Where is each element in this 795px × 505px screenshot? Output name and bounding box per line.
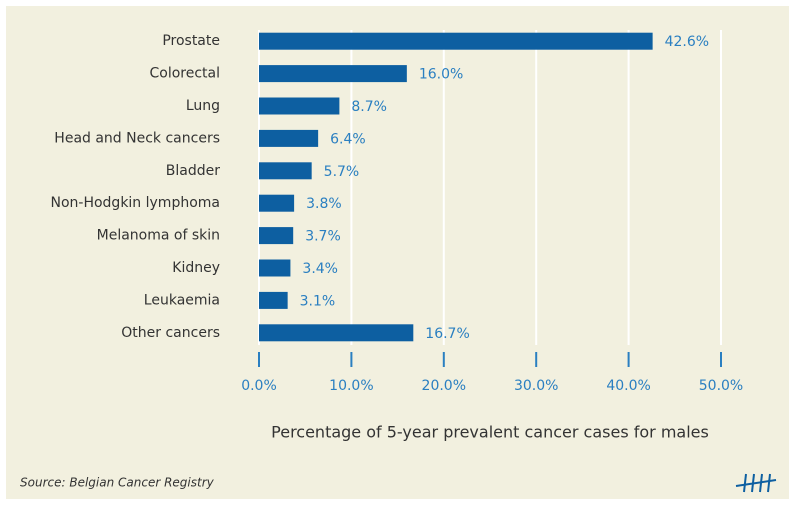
value-label: 16.7% [425, 326, 469, 342]
bar [259, 162, 312, 180]
background [6, 6, 789, 499]
bar [259, 32, 653, 50]
y-tick-label: Prostate [162, 33, 220, 49]
bar [259, 97, 340, 115]
bar [259, 324, 414, 342]
x-tick-label: 30.0% [514, 378, 558, 394]
value-label: 3.7% [305, 229, 341, 245]
value-label: 6.4% [330, 131, 366, 147]
bar [259, 227, 294, 245]
y-tick-label: Melanoma of skin [97, 228, 220, 244]
value-label: 8.7% [351, 99, 387, 115]
logo [735, 473, 777, 493]
bar [259, 194, 295, 212]
x-tick-label: 20.0% [422, 378, 466, 394]
y-tick-label: Colorectal [149, 66, 220, 82]
bar [259, 291, 288, 309]
bar [259, 65, 407, 83]
y-tick-label: Other cancers [121, 325, 220, 341]
x-tick-label: 0.0% [241, 378, 277, 394]
value-label: 16.0% [419, 67, 463, 83]
source: Source: Belgian Cancer Registry [20, 476, 215, 490]
y-tick-label: Non-Hodgkin lymphoma [50, 195, 220, 211]
bar [259, 259, 291, 277]
y-tick-label: Leukaemia [144, 292, 220, 308]
y-tick-label: Bladder [166, 163, 220, 179]
y-tick-label: Lung [186, 98, 220, 114]
y-tick-label: Head and Neck cancers [54, 130, 220, 146]
bar [259, 129, 319, 147]
value-label: 5.7% [324, 164, 360, 180]
value-label: 3.4% [302, 261, 338, 277]
x-axis-label: Percentage of 5-year prevalent cancer ca… [271, 423, 709, 442]
y-tick-label: Kidney [172, 260, 220, 276]
value-label: 3.1% [300, 293, 336, 309]
value-label: 42.6% [665, 34, 709, 50]
x-tick-label: 50.0% [699, 378, 743, 394]
x-tick-label: 10.0% [329, 378, 373, 394]
value-label: 3.8% [306, 196, 342, 212]
x-tick-label: 40.0% [606, 378, 650, 394]
